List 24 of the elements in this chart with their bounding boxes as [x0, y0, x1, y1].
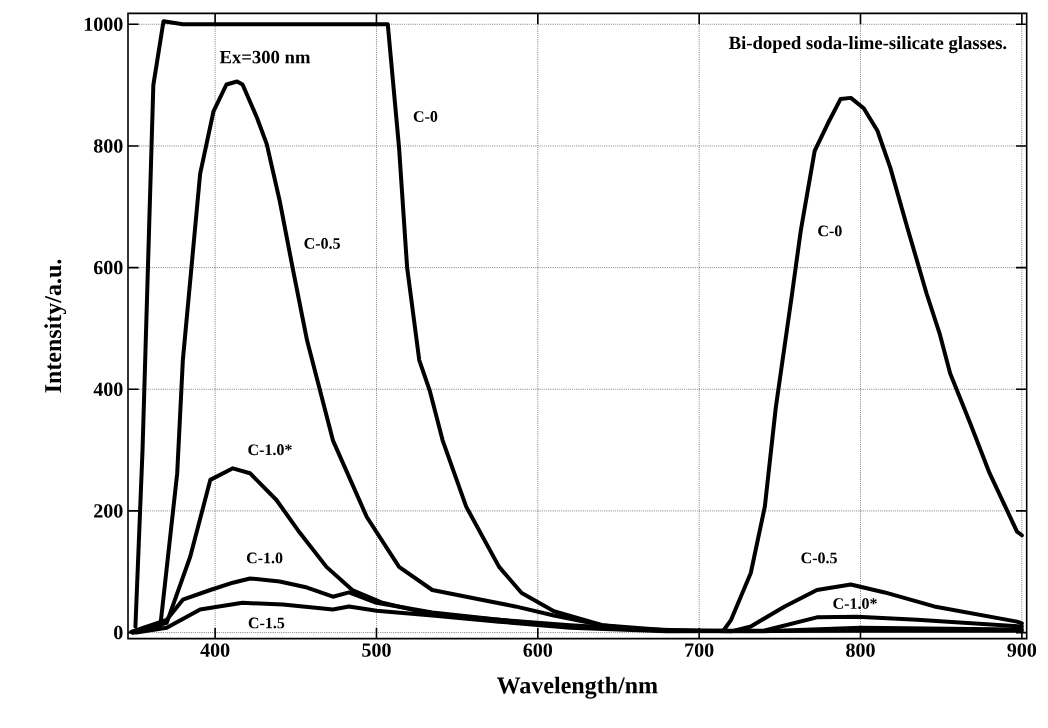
x-tick-label: 600 [523, 643, 553, 657]
annotation: C-1.0* [248, 444, 292, 456]
y-axis-title: Intensity/a.u. [44, 259, 67, 393]
x-tick-label: 500 [362, 643, 391, 657]
y-tick-label: 600 [93, 260, 123, 275]
annotation: C-0 [413, 111, 438, 122]
annotation: C-0.5 [801, 552, 837, 564]
x-tick-label: 400 [200, 643, 230, 657]
annotation: C-1.5 [248, 617, 285, 629]
y-tick-label: 200 [94, 504, 123, 518]
x-axis-title: Wavelength/nm [497, 676, 658, 699]
y-tick-label: 400 [93, 382, 123, 396]
annotation: C-0 [818, 225, 842, 237]
annotation: Ex=300 nm [219, 50, 311, 64]
annotation: Bi-doped soda-lime-silicate glasses. [728, 36, 1007, 54]
x-tick-label: 800 [846, 643, 875, 657]
x-tick-label: 700 [685, 643, 714, 657]
y-tick-label: 1000 [84, 17, 123, 32]
annotation: C-1.0 [246, 552, 283, 564]
y-tick-label: 0 [114, 625, 123, 640]
annotation: C-0.5 [304, 238, 340, 249]
y-tick-label: 800 [93, 139, 123, 153]
x-tick-label: 900 [1007, 643, 1037, 657]
annotation: C-1.0* [833, 598, 877, 610]
